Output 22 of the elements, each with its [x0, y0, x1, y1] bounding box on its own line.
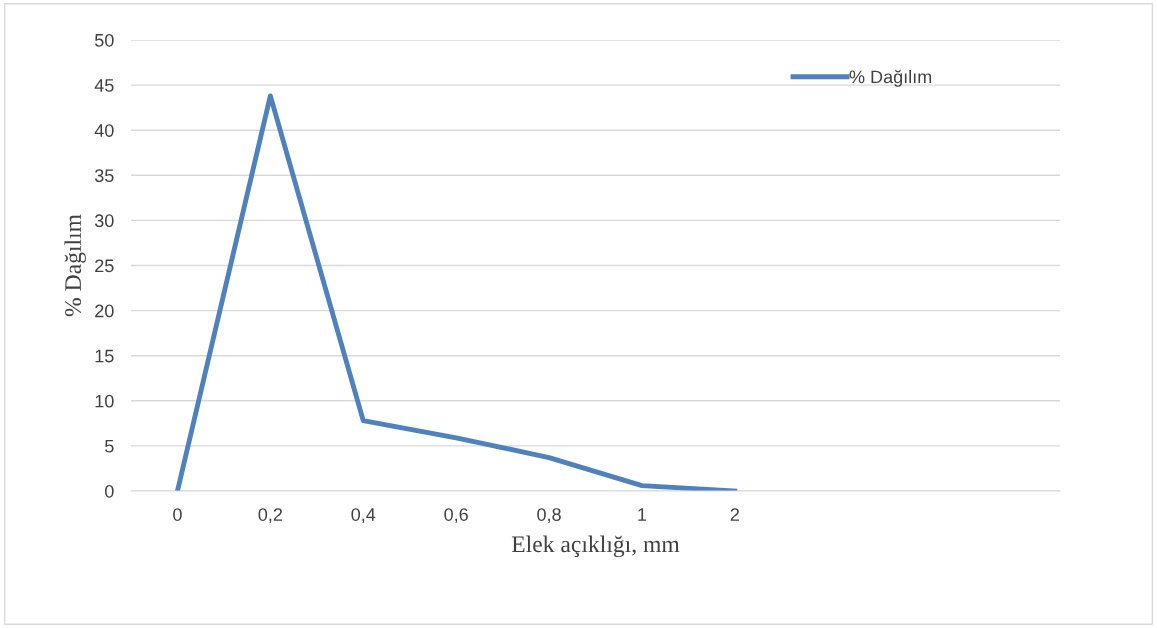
legend-label: % Dağılım [849, 69, 932, 87]
x-tick-label: 1 [638, 508, 647, 521]
x-tick-label: 0,2 [258, 508, 282, 524]
y-tick-label: 0 [105, 484, 114, 498]
y-tick-label: 10 [95, 394, 114, 408]
y-tick-label: 50 [94, 33, 114, 47]
x-tick-label: 2 [730, 508, 739, 521]
y-tick-label: 15 [95, 349, 114, 363]
x-tick-label: 0 [173, 508, 182, 521]
x-tick-label: 0,4 [351, 508, 376, 524]
line-series [175, 93, 738, 491]
y-tick-label: 20 [95, 304, 114, 318]
x-axis-title: Elek açıklığı, mm [511, 535, 680, 558]
y-axis-title: % Dağılım [64, 214, 86, 317]
y-tick-label: 35 [94, 169, 114, 183]
x-tick-label: 0,6 [444, 508, 468, 524]
x-tick-label: 0,8 [537, 508, 561, 524]
y-tick-label: 25 [95, 259, 114, 273]
y-tick-label: 5 [105, 440, 114, 453]
y-tick-label: 30 [94, 214, 114, 228]
y-tick-label: 40 [94, 124, 114, 137]
y-tick-label: 45 [94, 79, 114, 92]
